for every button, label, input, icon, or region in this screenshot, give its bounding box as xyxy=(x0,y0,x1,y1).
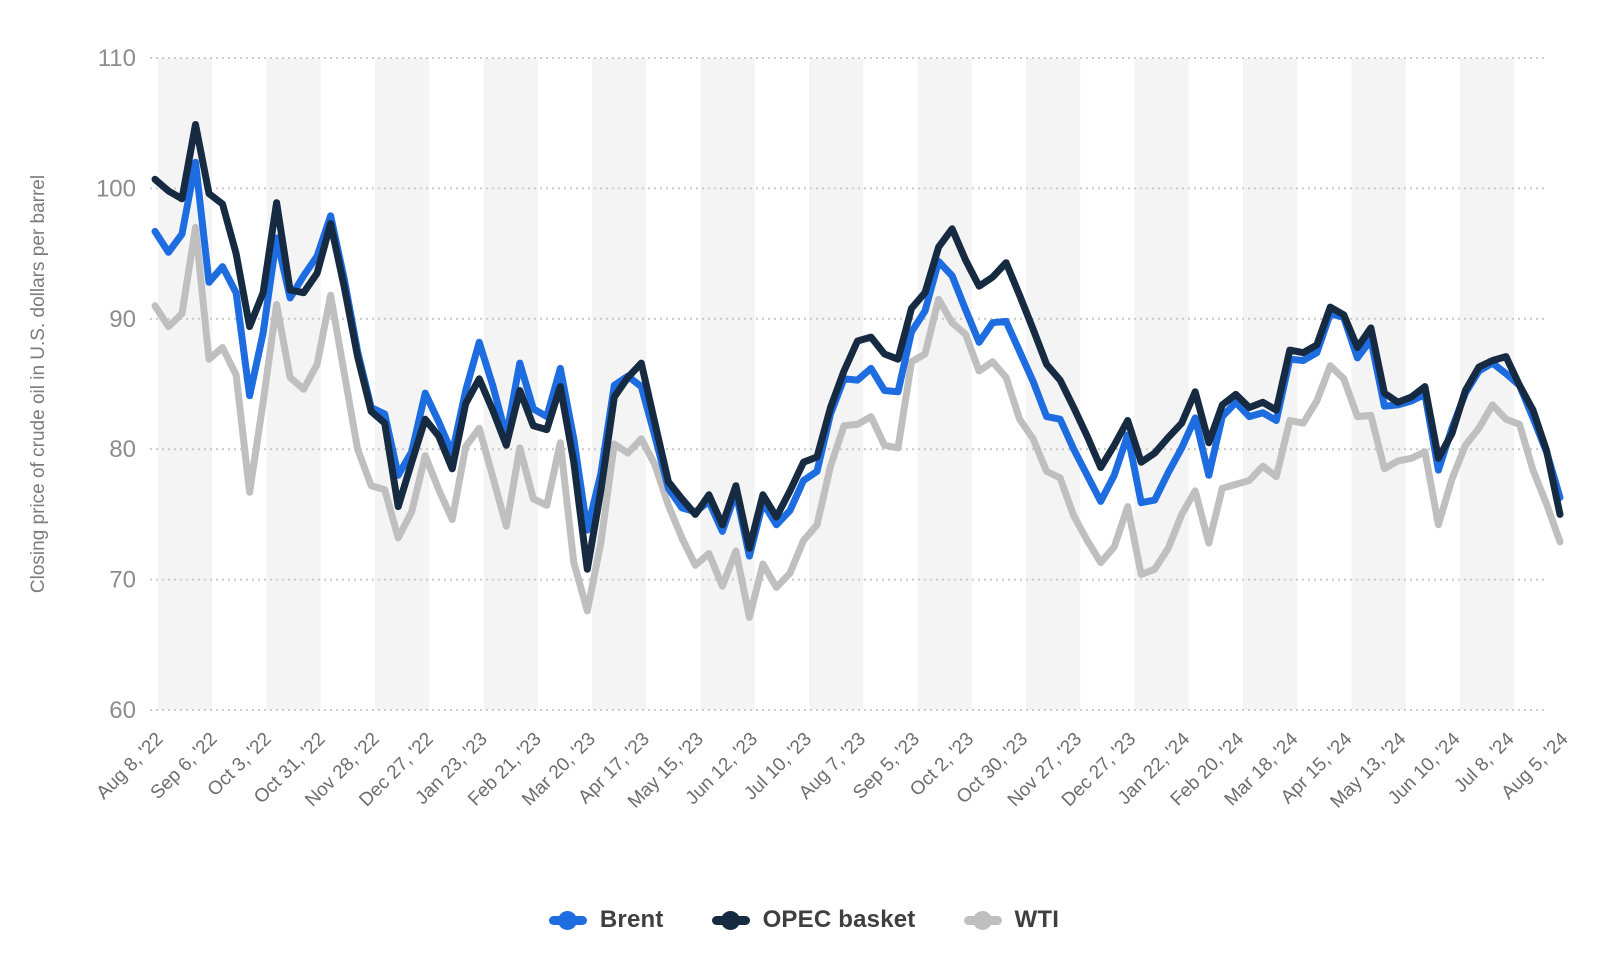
y-tick-label: 70 xyxy=(109,567,136,594)
legend-item-opec-basket[interactable]: OPEC basket xyxy=(711,906,916,934)
plot-band xyxy=(375,58,430,710)
series-line-wti xyxy=(151,224,1564,621)
plot-band xyxy=(1134,58,1189,710)
plot-band xyxy=(1243,58,1298,710)
legend-item-wti[interactable]: WTI xyxy=(963,906,1060,934)
brent-line-marker-icon xyxy=(548,910,587,930)
y-tick-label: 60 xyxy=(109,697,136,724)
y-tick-label: 80 xyxy=(109,436,136,463)
legend-item-label: WTI xyxy=(1014,906,1060,933)
legend-item-brent[interactable]: Brent xyxy=(548,906,664,934)
wti-line-marker-icon xyxy=(963,910,1002,930)
y-tick-label: 110 xyxy=(98,45,136,72)
opec-basket-line-marker-icon xyxy=(711,910,750,930)
series-line-opec-basket xyxy=(151,121,1564,573)
plot-band xyxy=(917,58,972,710)
y-axis-title: Closing price of crude oil in U.S. dolla… xyxy=(28,175,49,593)
y-tick-label: 100 xyxy=(96,175,136,202)
y-tick-label: 90 xyxy=(109,306,136,333)
legend: Brent OPEC basket WTI xyxy=(0,906,1608,934)
legend-item-label: Brent xyxy=(599,906,664,933)
legend-item-label: OPEC basket xyxy=(762,906,916,933)
